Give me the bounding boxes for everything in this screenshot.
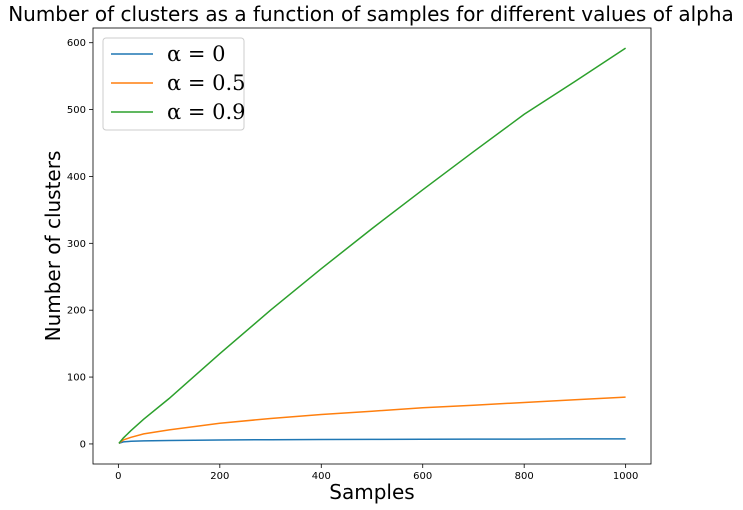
chart-title: Number of clusters as a function of samp…: [8, 2, 734, 26]
y-tick-label: 500: [67, 105, 86, 116]
y-tick-label: 0: [80, 439, 86, 450]
y-tick-label: 200: [67, 306, 86, 317]
series-line-0: [118, 438, 626, 445]
legend-label-1: α = 0.5: [167, 71, 246, 95]
y-tick-label: 600: [67, 38, 86, 49]
y-axis-label: Number of clusters: [41, 151, 65, 342]
legend-label-2: α = 0.9: [167, 100, 246, 124]
x-tick-label: 400: [312, 471, 331, 482]
y-tick-label: 300: [67, 239, 86, 250]
series-lines: [118, 47, 627, 445]
x-tick-label: 200: [210, 471, 229, 482]
series-line-2: [118, 47, 627, 444]
legend: α = 0 α = 0.5 α = 0.9: [102, 37, 246, 131]
x-tick-label: 1000: [613, 471, 638, 482]
x-tick-label: 0: [115, 471, 121, 482]
x-tick-label: 800: [515, 471, 534, 482]
x-tick-label: 600: [413, 471, 432, 482]
x-axis-label: Samples: [329, 480, 414, 504]
y-tick-label: 100: [67, 373, 86, 384]
x-axis-ticks: 0 200 400 600 800 1000: [115, 464, 638, 482]
legend-box: [102, 37, 245, 131]
legend-label-0: α = 0: [167, 42, 226, 66]
y-axis-ticks: 0 100 200 300 400 500 600: [67, 38, 93, 450]
series-line-1: [118, 396, 626, 444]
y-tick-label: 400: [67, 172, 86, 183]
